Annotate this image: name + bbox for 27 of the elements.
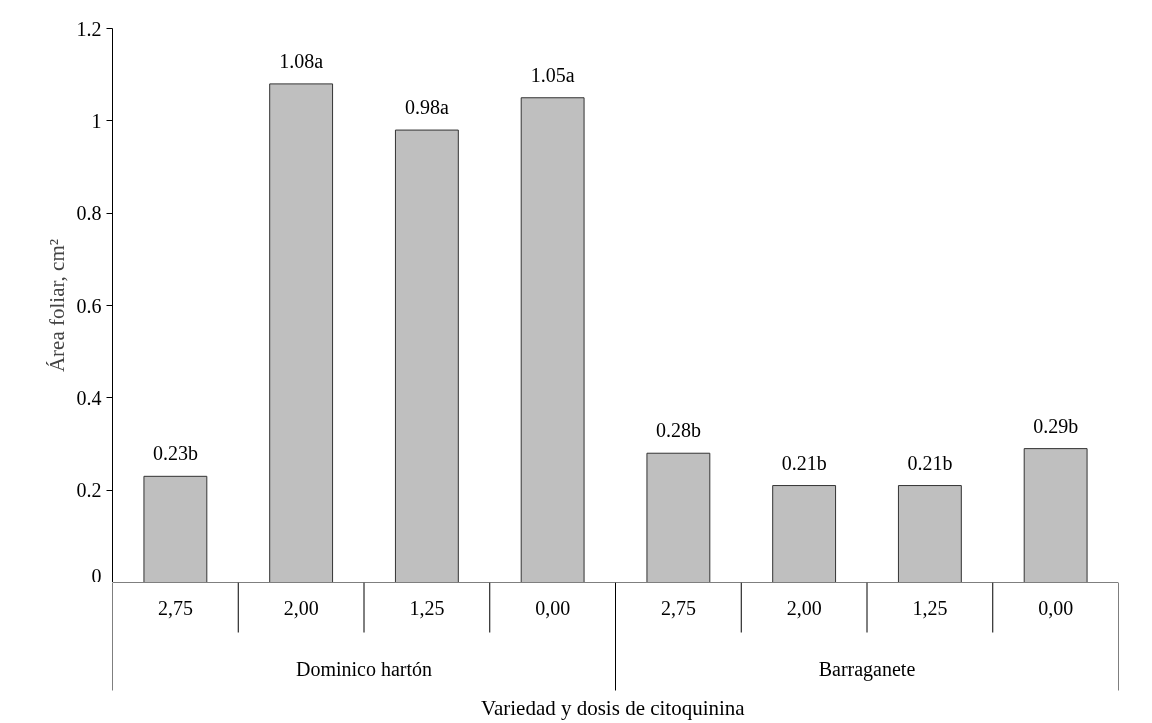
- data-label: 0.23b: [152, 442, 198, 465]
- text: Dominico hartón: [295, 657, 433, 680]
- x-axis-title: Variedad y dosis de citoquinina: [481, 695, 746, 720]
- data-label: 1.05a: [530, 63, 575, 86]
- y-tick-label: 0.6: [76, 294, 102, 317]
- data-label: 0.98a: [404, 96, 449, 119]
- data-label: 0.21b: [781, 451, 827, 474]
- y-tick-label: 0: [91, 564, 102, 587]
- x-tick-label: 0,00: [1038, 596, 1074, 619]
- x-tick-label: 2,75: [660, 596, 696, 619]
- data-label: 0.29b: [1033, 414, 1079, 437]
- data-label: 0.21b: [907, 451, 953, 474]
- x-tick-label: 2,00: [283, 596, 319, 619]
- y-tick-label: 0.8: [76, 202, 102, 225]
- text: Barraganete: [818, 657, 916, 681]
- x-tick-label: 0,00: [535, 596, 571, 619]
- x-tick-label: 1,25: [912, 596, 948, 619]
- y-tick-label: 0.2: [76, 479, 102, 502]
- data-label: 1.08a: [279, 49, 324, 72]
- x-tick-label: 1,25: [409, 596, 445, 619]
- x-tick-label: 2,75: [157, 596, 193, 619]
- y-tick-label: 0.4: [76, 386, 102, 409]
- y-tick-label: 1: [91, 109, 102, 132]
- y-axis-title: Área foliar, cm²: [44, 238, 69, 373]
- y-tick-label: 1.2: [76, 17, 102, 40]
- x-tick-label: 2,00: [786, 596, 822, 619]
- data-label: 0.28b: [655, 419, 701, 442]
